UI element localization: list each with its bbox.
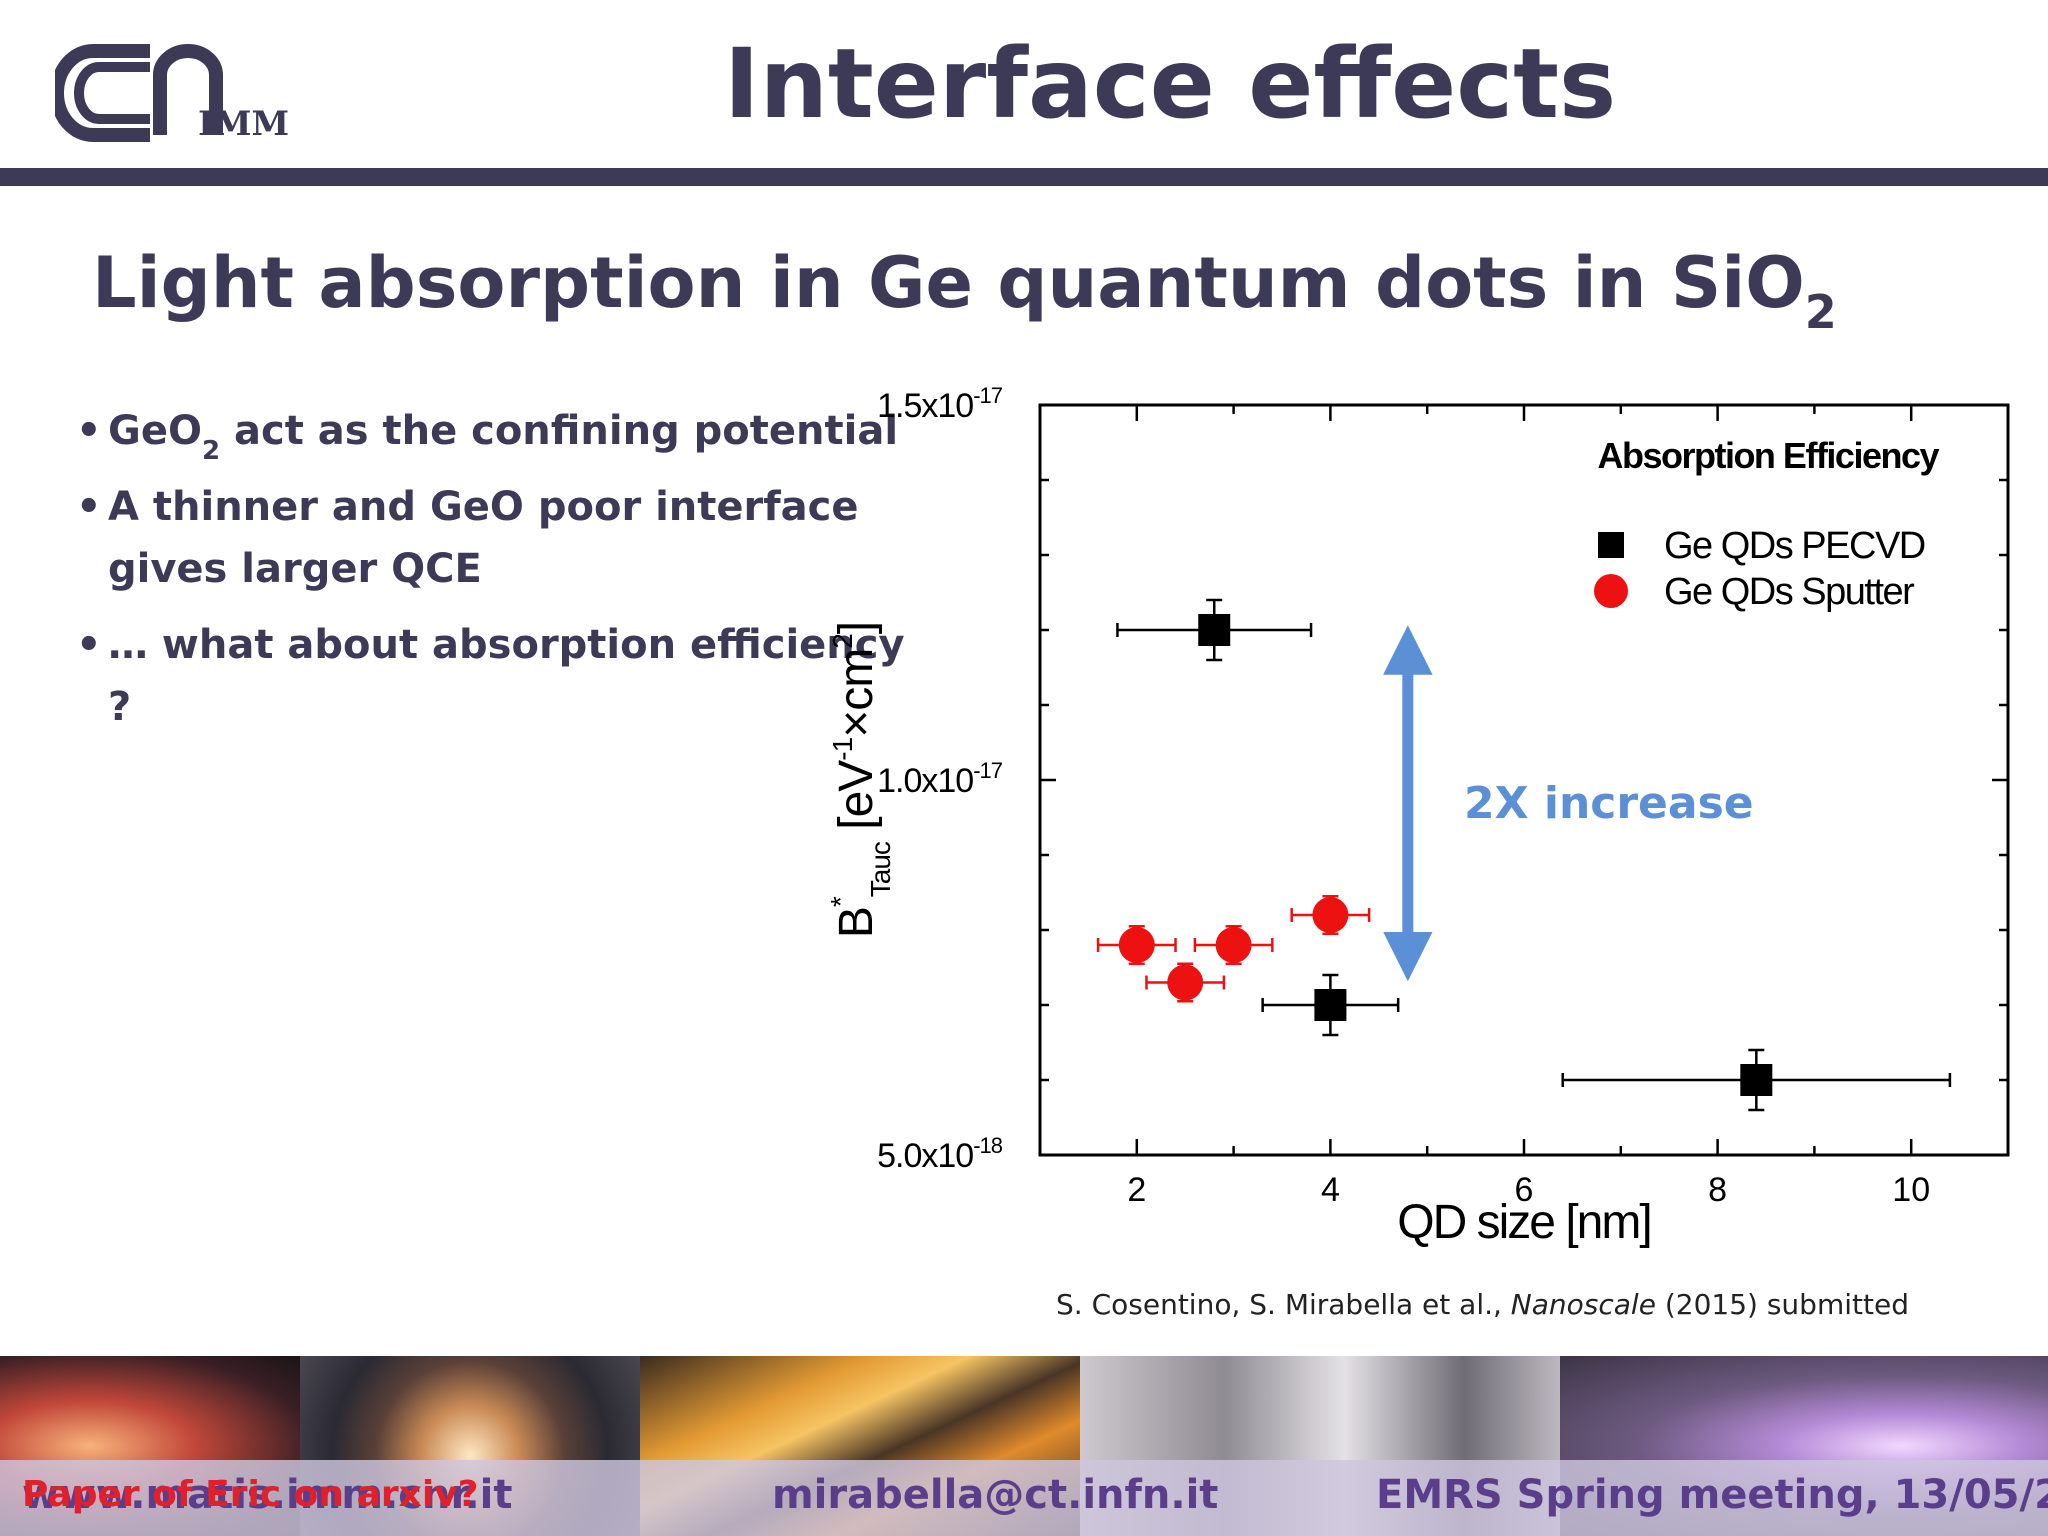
logo-text: IMM [198,104,289,144]
title-rule [0,168,2048,186]
legend-label-sputter: Ge QDs Sputter [1664,571,1915,613]
y-tick-label: 5.0x10-18 [877,1133,1003,1175]
increase-annotation: 2X increase [1464,778,1754,829]
footer-website[interactable]: www.matis.imm.cnr.it [22,1472,513,1518]
x-tick-label: 6 [1515,1171,1534,1209]
legend-marker-pecvd [1598,532,1624,558]
pecvd-point [1261,973,1400,1037]
citation: S. Cosentino, S. Mirabella et al., Nanos… [1056,1288,1909,1321]
sputter-point [1145,962,1226,1003]
axis-ticks [1038,403,2010,1157]
x-tick-label: 8 [1708,1171,1727,1209]
footer-band [0,1460,2048,1536]
pecvd-point [1116,598,1313,662]
subtitle-main: Light absorption in Ge quantum dots in S… [92,242,1805,324]
sputter-point [1290,895,1371,935]
bullet-item: A thinner and GeO poor interface gives l… [72,476,932,614]
sputter-point [1193,925,1274,965]
slide-title: Interface effects [723,28,1617,140]
cnr-imm-logo: IMM [55,44,289,144]
footer-note: Paper of Eric on arxiv? [22,1474,479,1515]
data-series [1096,598,1952,1112]
sputter-point [1096,925,1177,965]
x-tick-label: 2 [1127,1171,1146,1209]
slide-subtitle: Light absorption in Ge quantum dots in S… [92,242,1837,339]
subtitle-subscript: 2 [1804,285,1837,339]
bullet-item: … what about absorption efficiency ? [72,614,932,752]
bullet-list: GeO2 act as the confining potential A th… [72,400,932,752]
x-axis-label: QD size [nm] [1397,1196,1650,1249]
y-tick-label: 1.5x10-17 [877,383,1003,425]
x-tick-label: 10 [1892,1171,1930,1209]
legend-label-pecvd: Ge QDs PECVD [1664,525,1925,567]
legend-marker-sputter [1594,574,1628,608]
legend: Ge QDs PECVD Ge QDs Sputter [1594,525,1926,613]
bullet-item: GeO2 act as the confining potential [72,400,932,476]
y-tick-labels: 1.5x10-17 1.0x10-17 5.0x10-18 [877,383,1004,1175]
y-tick-label: 1.0x10-17 [877,758,1003,800]
absorption-chart: 2 4 6 8 10 1.5x10-17 1.0x10-17 5.0x10-18 QD si… [825,383,2010,1249]
x-tick-labels: 2 4 6 8 10 [1127,1171,1930,1209]
chart-title: Absorption Efficiency [1597,435,1939,476]
x-tick-label: 4 [1321,1171,1340,1209]
footer-conference: EMRS Spring meeting, 13/05/2015 [1376,1472,2048,1518]
pecvd-point [1561,1048,1952,1112]
footer-email[interactable]: mirabella@ct.infn.it [772,1472,1219,1518]
